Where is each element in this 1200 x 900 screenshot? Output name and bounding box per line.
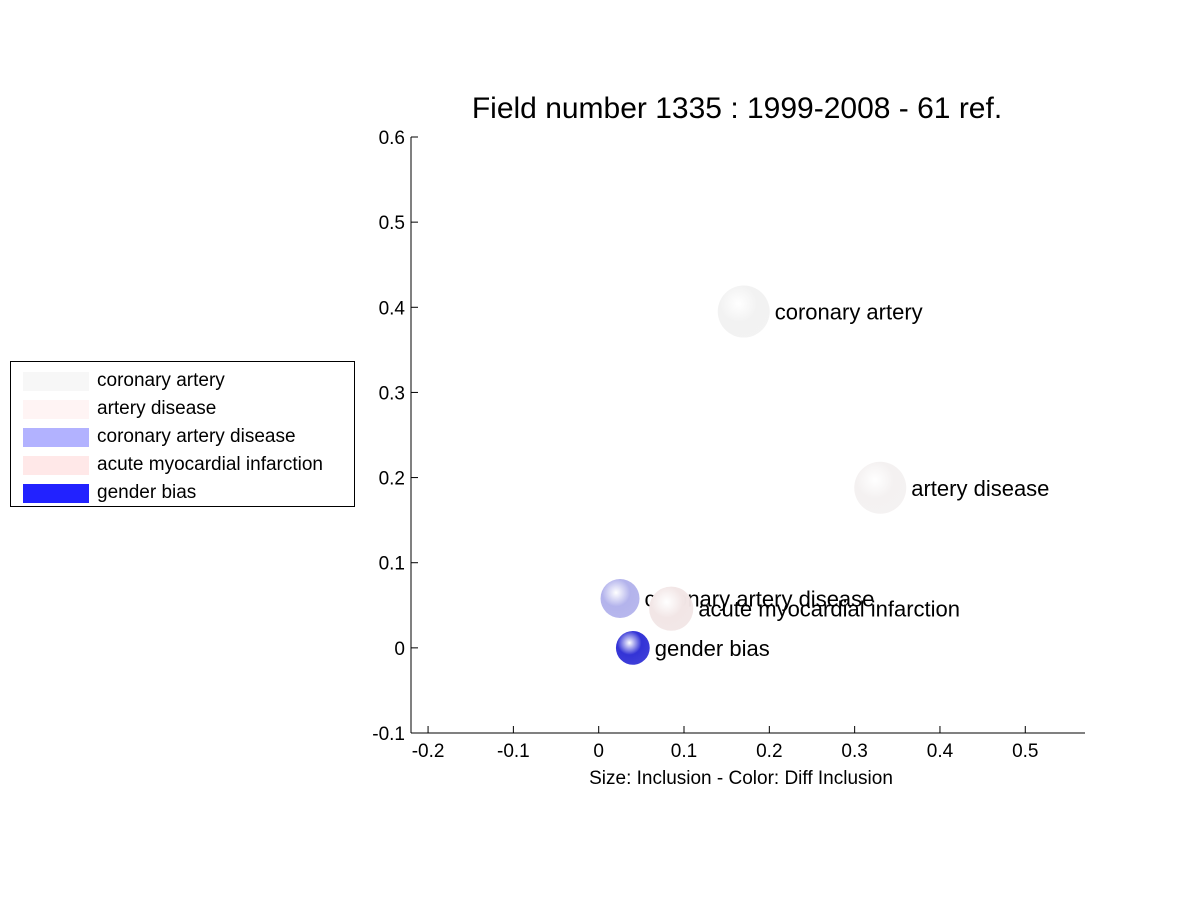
chart-title: Field number 1335 : 1999-2008 - 61 ref. xyxy=(472,92,1002,125)
x-tick-label: 0 xyxy=(593,741,604,762)
bubble-point xyxy=(854,461,907,514)
legend-swatch xyxy=(23,400,89,419)
legend-item: coronary artery xyxy=(23,368,353,396)
y-tick-label: 0.3 xyxy=(379,383,405,404)
legend: coronary artery artery disease coronary ar… xyxy=(10,361,355,507)
legend-label: coronary artery disease xyxy=(97,426,296,447)
bubble-label: artery disease xyxy=(911,476,1049,501)
y-tick-label: 0.6 xyxy=(379,128,405,149)
legend-label: gender bias xyxy=(97,482,197,503)
bubble-label: coronary artery xyxy=(775,300,923,325)
bubble-point xyxy=(615,630,650,665)
legend-swatch xyxy=(23,456,89,475)
x-tick-label: 0.3 xyxy=(841,741,867,762)
axes: -0.2 -0.1 0 0.1 0.2 0.3 0.4 0.5 -0.1 0 0.1 0.2 0.3 0.… xyxy=(372,128,1085,762)
legend-item: coronary artery disease xyxy=(23,424,353,452)
legend-swatch xyxy=(23,428,89,447)
legend-label: acute myocardial infarction xyxy=(97,454,323,475)
legend-swatch xyxy=(23,484,89,503)
x-tick-label: -0.2 xyxy=(412,741,445,762)
x-tick-label: 0.5 xyxy=(1012,741,1038,762)
bubble-label: acute myocardial infarction xyxy=(698,597,960,622)
x-tick-label: 0.1 xyxy=(671,741,697,762)
y-tick-label: 0.5 xyxy=(379,213,405,234)
legend-swatch xyxy=(23,372,89,391)
x-tick-label: 0.2 xyxy=(756,741,782,762)
legend-item: acute myocardial infarction xyxy=(23,452,353,480)
bubble-point xyxy=(717,285,770,338)
legend-label: coronary artery xyxy=(97,370,225,391)
bubble-point xyxy=(600,578,640,618)
y-tick-label: 0.2 xyxy=(379,469,405,490)
legend-label: artery disease xyxy=(97,398,217,419)
y-tick-label: 0 xyxy=(394,639,405,660)
y-tick-label: 0.1 xyxy=(379,554,405,575)
legend-item: gender bias xyxy=(23,480,353,508)
x-tick-label: 0.4 xyxy=(927,741,954,762)
x-tick-label: -0.1 xyxy=(497,741,530,762)
x-axis-label: Size: Inclusion - Color: Diff Inclusion xyxy=(589,768,893,789)
legend-item: artery disease xyxy=(23,396,353,424)
y-tick-label: 0.4 xyxy=(379,298,406,319)
bubble-point xyxy=(649,586,694,631)
bubble-label: gender bias xyxy=(655,636,770,661)
y-tick-label: -0.1 xyxy=(372,724,405,745)
